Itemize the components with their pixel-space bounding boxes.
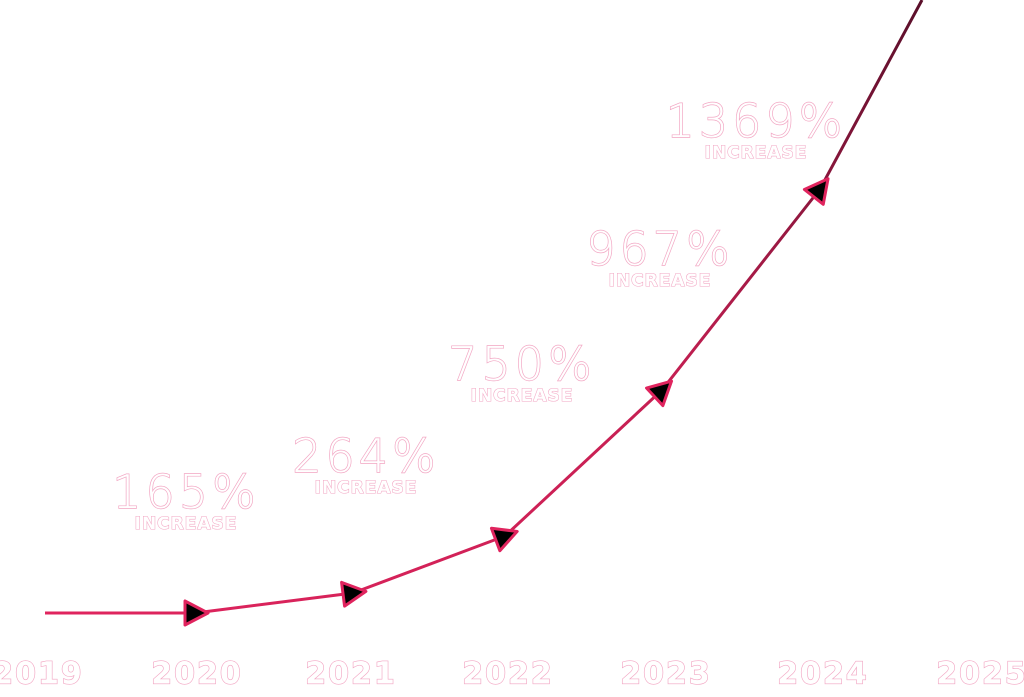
year-tick-label: 2021 xyxy=(305,657,397,692)
data-label-value: 750% xyxy=(448,337,596,391)
data-label-caption: INCREASE xyxy=(135,514,238,534)
year-tick-label: 2022 xyxy=(462,657,554,692)
data-label-caption: INCREASE xyxy=(315,478,418,498)
year-tick-label: 2025 xyxy=(936,657,1024,692)
data-label-value: 967% xyxy=(586,222,734,276)
data-label-caption: INCREASE xyxy=(609,271,712,291)
arrow-marker xyxy=(489,526,519,553)
arrow-marker xyxy=(802,177,830,206)
year-tick-label: 2020 xyxy=(151,657,243,692)
data-label-caption: INCREASE xyxy=(471,386,574,406)
arrow-marker xyxy=(340,580,368,608)
arrow-marker xyxy=(183,599,210,627)
year-tick-label: 2023 xyxy=(620,657,712,692)
arrow-marker xyxy=(645,379,674,408)
data-label-caption: INCREASE xyxy=(705,143,808,163)
year-tick-label: 2019 xyxy=(0,657,84,692)
year-tick-label: 2024 xyxy=(777,657,869,692)
data-label-value: 1369% xyxy=(666,94,847,148)
data-label-value: 264% xyxy=(292,429,440,483)
data-label-value: 165% xyxy=(112,465,260,519)
